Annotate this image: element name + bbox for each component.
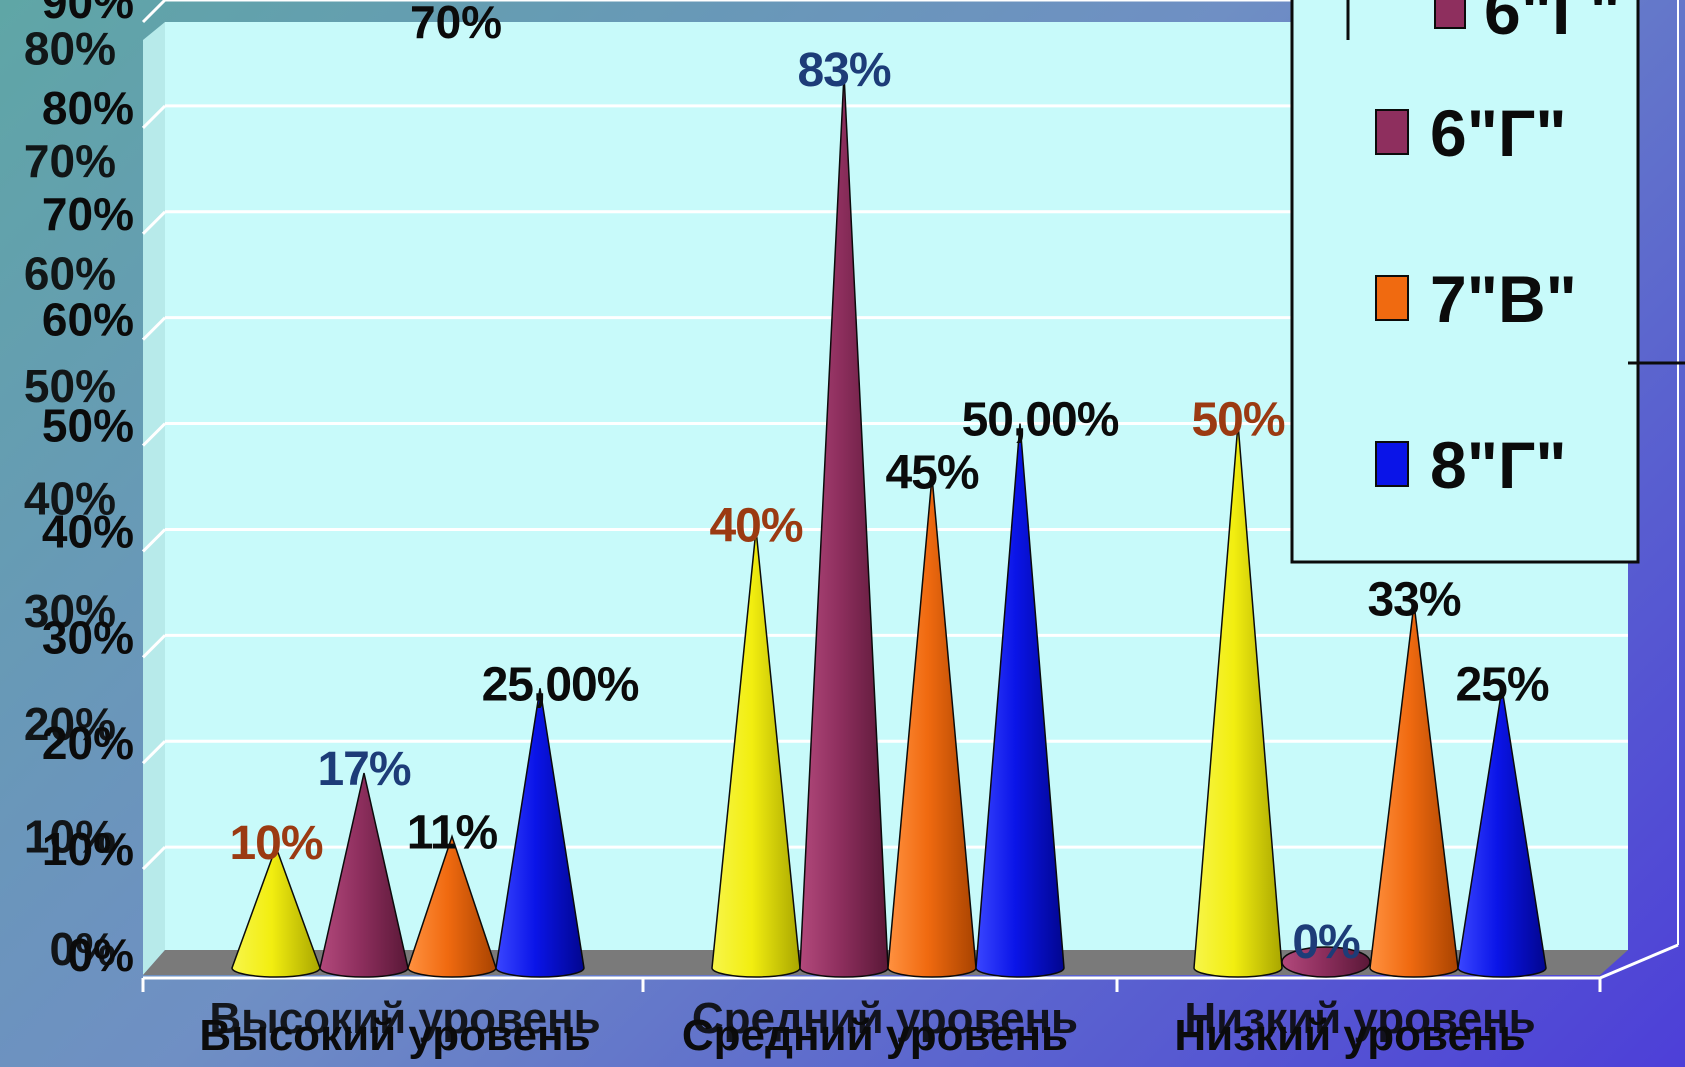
gridline-side bbox=[141, 104, 167, 129]
data-label-3-2: 45% bbox=[885, 447, 978, 500]
y-tick-label-ghost: 70% bbox=[24, 135, 116, 187]
cone-2-1 bbox=[319, 772, 409, 978]
y-axis-labels: 0%10%20%30%40%50%60%70%80%90%0%10%20%30%… bbox=[24, 0, 134, 981]
category-label-ghost: Высокий уровень bbox=[209, 994, 600, 1043]
category-labels: Высокий уровень Средний уровень Низкий уро… bbox=[199, 994, 1535, 1060]
y-tick-label-ghost: 60% bbox=[24, 247, 116, 299]
cone-2-2 bbox=[799, 74, 889, 978]
plot-side-wall bbox=[143, 22, 165, 975]
data-label-2-2: 83% bbox=[797, 44, 890, 97]
data-label-3-3: 33% bbox=[1367, 574, 1460, 627]
legend-swatch bbox=[1375, 109, 1409, 155]
y-tick-label-ghost: 40% bbox=[24, 473, 116, 525]
category-label-ghost: Низкий уровень bbox=[1184, 994, 1535, 1043]
legend-swatch bbox=[1375, 275, 1409, 321]
y-tick-label: 10% bbox=[42, 823, 134, 875]
y-tick-label-ghost: 20% bbox=[24, 698, 116, 750]
y-tick-label: 40% bbox=[42, 505, 134, 557]
category-label-ghost: Средний уровень bbox=[692, 994, 1078, 1043]
y-tick-label: 20% bbox=[42, 717, 134, 769]
gridline-side bbox=[141, 0, 167, 24]
y-tick-label: 0% bbox=[68, 929, 134, 981]
category-label: Низкий уровень bbox=[1174, 1011, 1525, 1060]
legend-label: 7"В" bbox=[1430, 262, 1577, 336]
gridline-side bbox=[141, 210, 167, 235]
x-axis-ticks bbox=[141, 978, 1602, 992]
cone-4-1 bbox=[495, 688, 585, 978]
gridline-side bbox=[141, 740, 167, 765]
floor-edge bbox=[1599, 943, 1679, 980]
data-label-1-2: 40% bbox=[709, 499, 802, 552]
gridline-side bbox=[141, 846, 167, 871]
category-label: Высокий уровень bbox=[199, 1011, 590, 1060]
gridline-side bbox=[141, 422, 167, 447]
data-label-1-1: 10% bbox=[229, 817, 322, 870]
legend-partial-text: 6"Г" bbox=[1484, 0, 1621, 48]
data-label-4-3: 25% bbox=[1455, 658, 1548, 711]
y-tick-label: 90% bbox=[42, 0, 134, 28]
gridline-side bbox=[141, 634, 167, 659]
y-tick-label: 60% bbox=[42, 294, 134, 346]
cone-3-2 bbox=[887, 476, 977, 978]
category-label: Средний уровень bbox=[682, 1011, 1068, 1060]
data-label-1-3: 50% bbox=[1191, 394, 1284, 447]
gridline-side bbox=[141, 528, 167, 553]
legend: 6"Г" 6"Г" 7"В" 8"Г" bbox=[1290, 0, 1640, 564]
cone-1-3 bbox=[1193, 423, 1283, 978]
legend-swatch bbox=[1375, 441, 1409, 487]
data-label-2-1: 17% bbox=[317, 743, 410, 796]
data-label-3-1: 11% bbox=[407, 807, 498, 860]
y-tick-label: 30% bbox=[42, 611, 134, 663]
cone-1-2 bbox=[711, 529, 801, 978]
y-tick-label: 50% bbox=[42, 400, 134, 452]
legend-label: 6"Г" bbox=[1430, 96, 1567, 170]
gridline-side bbox=[141, 316, 167, 341]
cones bbox=[231, 74, 1547, 978]
cone-4-2 bbox=[975, 423, 1065, 978]
y-tick-label-ghost: 80% bbox=[24, 22, 116, 74]
data-labels: 10% 17% 11% 25,00% 40% 83% 45%50,00% 50% 0% 33% 25… bbox=[229, 44, 1549, 969]
top-fragment-label: 70% bbox=[410, 0, 502, 48]
legend-partial-swatch bbox=[1434, 0, 1466, 29]
data-label-4-1: 25,00% bbox=[482, 658, 639, 711]
y-tick-label-ghost: 50% bbox=[24, 360, 116, 412]
data-label-4-2: 50,00% bbox=[962, 394, 1119, 447]
y-tick-label-ghost: 10% bbox=[24, 810, 116, 862]
cone-3-1 bbox=[407, 834, 497, 978]
y-tick-label: 80% bbox=[42, 82, 134, 134]
data-label-2-3: 0% bbox=[1292, 916, 1360, 969]
cone-4-3 bbox=[1457, 688, 1547, 978]
y-tick-label-ghost: 30% bbox=[24, 585, 116, 637]
legend-items: 6"Г" 7"В" 8"Г" bbox=[1375, 96, 1577, 502]
legend-label: 8"Г" bbox=[1430, 428, 1567, 502]
legend-box bbox=[1290, 0, 1640, 564]
y-tick-label-ghost: 0% bbox=[50, 923, 116, 975]
cone-1-1 bbox=[231, 844, 321, 978]
y-tick-label: 70% bbox=[42, 188, 134, 240]
cone-3-3 bbox=[1369, 603, 1459, 978]
